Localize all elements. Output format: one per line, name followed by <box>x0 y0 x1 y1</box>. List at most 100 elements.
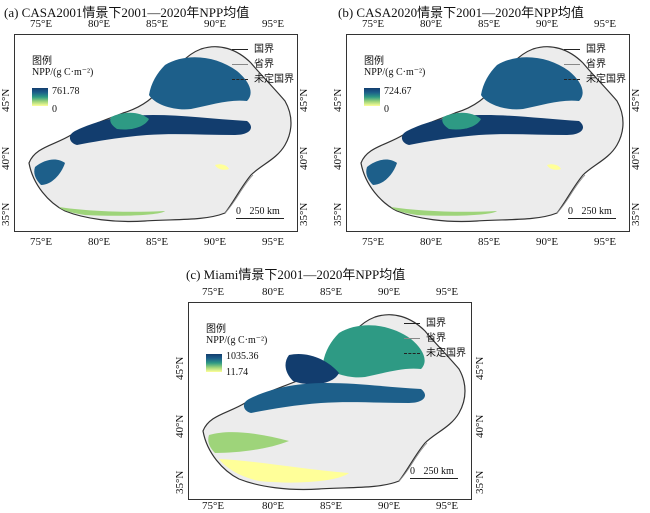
scale-start: 0 <box>236 206 241 217</box>
vegetation-southwest <box>366 159 397 185</box>
lon-tick-bottom: 90°E <box>204 236 227 248</box>
boundary-legend-a: 国界 省界 未定国界 <box>232 40 294 85</box>
lon-tick-top: 85°E <box>478 18 501 30</box>
lon-tick-top: 90°E <box>204 18 227 30</box>
lat-tick-right: 40°N <box>474 414 486 438</box>
lon-tick-top: 75°E <box>202 286 225 298</box>
colorbar-max: 1035.36 <box>226 351 259 362</box>
national-border-label: 国界 <box>254 44 274 55</box>
legend-title: 图例 <box>32 56 52 67</box>
lon-tick-top: 90°E <box>378 286 401 298</box>
map-frame-b <box>346 34 630 232</box>
legend-title: 图例 <box>206 324 226 335</box>
undefined-border-label: 未定国界 <box>426 348 466 359</box>
lon-tick-top: 95°E <box>436 286 459 298</box>
colorbar-max: 761.78 <box>52 86 80 97</box>
lon-tick-bottom: 75°E <box>202 500 225 512</box>
lat-tick-right: 35°N <box>630 202 642 226</box>
lon-tick-bottom: 90°E <box>378 500 401 512</box>
lon-tick-bottom: 95°E <box>262 236 285 248</box>
vegetation-south-green <box>208 432 289 453</box>
undefined-border-symbol <box>232 79 248 81</box>
provincial-border-symbol <box>564 64 580 66</box>
undefined-border-label: 未定国界 <box>586 74 626 85</box>
lon-tick-bottom: 85°E <box>478 236 501 248</box>
vegetation-yellow <box>215 164 229 170</box>
panel-a-title: (a) CASA2001情景下2001—2020年NPP均值 <box>4 5 250 20</box>
lat-tick-right: 45°N <box>474 356 486 380</box>
provincial-border-label: 省界 <box>254 59 274 70</box>
colorbar-c <box>206 354 222 372</box>
provincial-border-symbol <box>232 64 248 66</box>
vegetation-north <box>323 325 425 378</box>
provincial-border-symbol <box>404 338 420 340</box>
scale-end: 250 km <box>581 206 612 217</box>
legend-b: 图例 NPP/(g C·m⁻²) <box>364 52 425 78</box>
undefined-border-symbol <box>564 79 580 81</box>
vegetation-south-oasis <box>59 207 165 216</box>
lon-tick-bottom: 80°E <box>262 500 285 512</box>
lon-tick-bottom: 75°E <box>30 236 53 248</box>
panel-c-title: (c) Miami情景下2001—2020年NPP均值 <box>186 267 406 282</box>
lat-tick-right: 40°N <box>630 146 642 170</box>
map-frame-c <box>188 302 472 500</box>
vegetation-ili <box>442 112 481 130</box>
colorbar-max: 724.67 <box>384 86 412 97</box>
lat-tick-right: 45°N <box>298 88 310 112</box>
lon-tick-bottom: 85°E <box>146 236 169 248</box>
map-frame-a <box>14 34 298 232</box>
lat-tick-left: 40°N <box>0 146 12 170</box>
lon-tick-bottom: 95°E <box>594 236 617 248</box>
legend-unit: NPP/(g C·m⁻²) <box>206 335 268 346</box>
undefined-border-label: 未定国界 <box>254 74 294 85</box>
lat-tick-left: 45°N <box>174 356 186 380</box>
lon-tick-bottom: 95°E <box>436 500 459 512</box>
lon-tick-bottom: 75°E <box>362 236 385 248</box>
lat-tick-left: 40°N <box>174 414 186 438</box>
boundary-legend-b: 国界 省界 未定国界 <box>564 40 626 85</box>
lon-tick-top: 85°E <box>320 286 343 298</box>
legend-c: 图例 NPP/(g C·m⁻²) <box>206 320 267 346</box>
lon-tick-top: 80°E <box>262 286 285 298</box>
colorbar-a <box>32 88 48 106</box>
vegetation-ili <box>110 112 149 130</box>
national-border-symbol <box>404 323 420 325</box>
colorbar-min: 0 <box>384 104 389 115</box>
lat-tick-left: 45°N <box>0 88 12 112</box>
scale-bar-a: 0 250 km <box>236 206 284 219</box>
vegetation-south-yellow <box>219 459 349 483</box>
scale-start: 0 <box>410 466 415 477</box>
lat-tick-right: 45°N <box>630 88 642 112</box>
lat-tick-right: 35°N <box>298 202 310 226</box>
scale-end: 250 km <box>423 466 454 477</box>
legend-title: 图例 <box>364 56 384 67</box>
legend-unit: NPP/(g C·m⁻²) <box>364 67 426 78</box>
lat-tick-left: 35°N <box>332 202 344 226</box>
xinjiang-map-a <box>28 46 292 223</box>
national-border-symbol <box>564 49 580 51</box>
scale-bar-b: 0 250 km <box>568 206 616 219</box>
vegetation-yellow <box>547 164 561 170</box>
vegetation-north <box>481 57 583 110</box>
boundary-legend-c: 国界 省界 未定国界 <box>404 314 466 359</box>
vegetation-north <box>149 57 251 110</box>
lon-tick-top: 75°E <box>362 18 385 30</box>
lon-tick-top: 90°E <box>536 18 559 30</box>
provincial-border-label: 省界 <box>426 333 446 344</box>
lon-tick-bottom: 80°E <box>420 236 443 248</box>
lat-tick-right: 40°N <box>298 146 310 170</box>
lat-tick-left: 35°N <box>174 470 186 494</box>
scale-start: 0 <box>568 206 573 217</box>
lon-tick-top: 85°E <box>146 18 169 30</box>
province-border <box>556 174 586 214</box>
xinjiang-map-b <box>360 46 624 223</box>
vegetation-tianshan <box>243 383 425 413</box>
lon-tick-bottom: 85°E <box>320 500 343 512</box>
legend-unit: NPP/(g C·m⁻²) <box>32 67 94 78</box>
lon-tick-top: 80°E <box>88 18 111 30</box>
lat-tick-left: 40°N <box>332 146 344 170</box>
panel-b-title: (b) CASA2020情景下2001—2020年NPP均值 <box>338 5 584 20</box>
colorbar-min: 11.74 <box>226 367 249 378</box>
lon-tick-top: 75°E <box>30 18 53 30</box>
lon-tick-bottom: 80°E <box>88 236 111 248</box>
